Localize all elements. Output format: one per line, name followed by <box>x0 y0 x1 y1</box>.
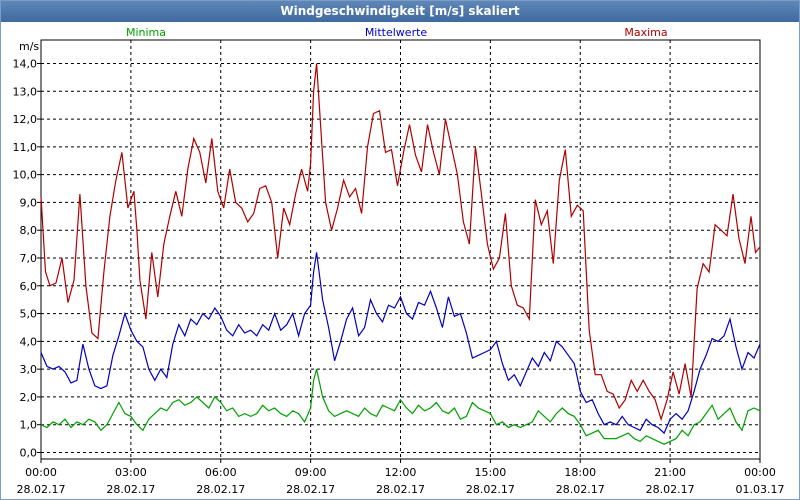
x-tick-date: 01.03.17 <box>736 483 785 496</box>
x-tick-date: 28.02.17 <box>286 483 335 496</box>
y-tick-label: 0,0 <box>20 447 38 460</box>
x-tick-date: 28.02.17 <box>106 483 155 496</box>
wind-speed-chart: m/s 0,0 1,0 2,0 3,0 4,0 5,0 6,0 7,0 8,0 9,0 10,0 11… <box>13 26 785 496</box>
x-tick-time: 18:00 <box>564 466 596 479</box>
y-tick-label: 13,0 <box>13 85 38 98</box>
x-tick-time: 00:00 <box>25 466 57 479</box>
x-tick-date: 28.02.17 <box>556 483 605 496</box>
x-tick-time: 03:00 <box>115 466 147 479</box>
y-tick-label: 10,0 <box>13 169 38 182</box>
x-tick-date: 28.02.17 <box>196 483 245 496</box>
y-tick-label: 8,0 <box>20 224 38 237</box>
legend: Minima Mittelwerte Maxima <box>126 26 668 39</box>
y-axis-ticks: 0,0 1,0 2,0 3,0 4,0 5,0 6,0 7,0 8,0 9,0 10,0 11,0 12… <box>13 58 41 460</box>
y-tick-label: 3,0 <box>20 363 38 376</box>
x-tick-date: 28.02.17 <box>17 483 66 496</box>
x-tick-date: 28.02.17 <box>646 483 695 496</box>
y-tick-label: 9,0 <box>20 196 38 209</box>
y-tick-label: 6,0 <box>20 280 38 293</box>
x-tick-time: 06:00 <box>205 466 237 479</box>
y-tick-label: 7,0 <box>20 252 38 265</box>
legend-maxima: Maxima <box>624 26 667 39</box>
legend-mittelwerte: Mittelwerte <box>365 26 428 39</box>
series-line-maxima <box>40 63 761 422</box>
y-tick-label: 12,0 <box>13 113 38 126</box>
x-tick-time: 15:00 <box>475 466 507 479</box>
series-line-minima <box>40 368 761 445</box>
y-tick-label: 1,0 <box>20 419 38 432</box>
y-tick-label: 14,0 <box>13 58 38 71</box>
x-tick-date: 28.02.17 <box>466 483 515 496</box>
x-tick-time: 21:00 <box>654 466 686 479</box>
y-axis-label: m/s <box>19 40 39 53</box>
series-lines <box>40 63 761 445</box>
y-tick-label: 5,0 <box>20 308 38 321</box>
x-tick-time: 00:00 <box>744 466 776 479</box>
x-axis-ticks: 00:00 28.02.17 03:00 28.02.17 06:00 28.02.17 0… <box>17 459 785 496</box>
legend-minima: Minima <box>126 26 166 39</box>
x-tick-time: 12:00 <box>385 466 417 479</box>
y-tick-label: 2,0 <box>20 391 38 404</box>
x-tick-date: 28.02.17 <box>376 483 425 496</box>
chart-title: Windgeschwindigkeit [m/s] skaliert <box>1 1 799 22</box>
y-tick-label: 11,0 <box>13 141 38 154</box>
y-tick-label: 4,0 <box>20 335 38 348</box>
x-tick-time: 09:00 <box>295 466 327 479</box>
series-line-mittelwerte <box>40 252 761 435</box>
